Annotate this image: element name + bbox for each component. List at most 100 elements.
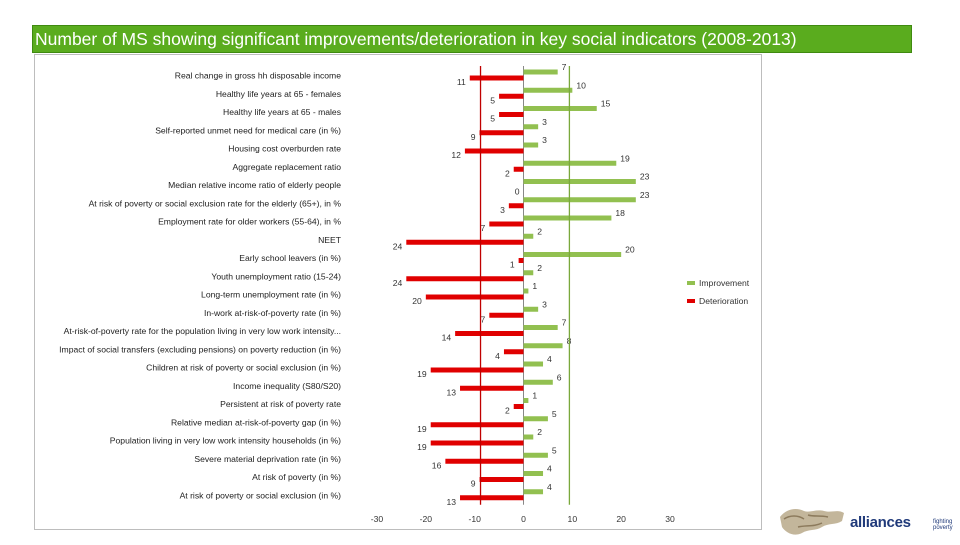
x-tick-label: -10 bbox=[468, 514, 481, 524]
category-label: NEET bbox=[318, 235, 342, 245]
deterioration-value-label: 13 bbox=[446, 387, 456, 397]
deterioration-value-label: 24 bbox=[393, 278, 403, 288]
deterioration-value-label: 20 bbox=[412, 296, 422, 306]
deterioration-bar bbox=[499, 93, 524, 99]
deterioration-bar bbox=[460, 385, 524, 391]
improvement-value-label: 4 bbox=[547, 482, 552, 492]
deterioration-value-label: 3 bbox=[500, 205, 505, 215]
category-label: Income inequality (S80/S20) bbox=[233, 381, 341, 391]
deterioration-value-label: 5 bbox=[490, 95, 495, 105]
improvement-bar bbox=[523, 288, 529, 294]
improvement-bar bbox=[523, 215, 612, 221]
category-label: At-risk-of-poverty rate for the populati… bbox=[64, 326, 341, 336]
improvement-value-label: 3 bbox=[542, 135, 547, 145]
legend-improvement-label: Improvement bbox=[699, 278, 750, 288]
deterioration-bar bbox=[430, 440, 524, 446]
improvement-bar bbox=[523, 452, 548, 458]
deterioration-value-label: 9 bbox=[471, 132, 476, 142]
page-title: Number of MS showing significant improve… bbox=[35, 29, 797, 49]
improvement-value-label: 7 bbox=[562, 318, 567, 328]
deterioration-value-label: 19 bbox=[417, 424, 427, 434]
deterioration-bar bbox=[489, 221, 524, 227]
category-label: At risk of poverty (in %) bbox=[252, 472, 341, 482]
deterioration-value-label: 7 bbox=[481, 314, 486, 324]
legend-improvement-swatch bbox=[687, 281, 695, 285]
category-label: At risk of poverty or social exclusion r… bbox=[89, 198, 342, 208]
improvement-bar bbox=[523, 416, 548, 422]
improvement-bar bbox=[523, 179, 636, 184]
x-tick-label: 30 bbox=[665, 514, 675, 524]
category-label: Median relative income ratio of elderly … bbox=[168, 180, 341, 190]
deterioration-bar bbox=[513, 166, 524, 172]
improvement-value-label: 2 bbox=[537, 263, 542, 273]
deterioration-value-label: 4 bbox=[495, 351, 500, 361]
title-bar: Number of MS showing significant improve… bbox=[32, 25, 912, 53]
improvement-value-label: 18 bbox=[615, 208, 625, 218]
deterioration-bar bbox=[425, 294, 524, 300]
logo-tagline: fighting poverty bbox=[933, 519, 953, 531]
deterioration-value-label: 19 bbox=[417, 442, 427, 452]
deterioration-value-label: 1 bbox=[510, 260, 515, 270]
category-label: In-work at-risk-of-poverty rate (in %) bbox=[204, 308, 341, 318]
improvement-value-label: 20 bbox=[625, 245, 635, 255]
improvement-bar bbox=[523, 379, 553, 385]
x-tick-label: 0 bbox=[521, 514, 526, 524]
deterioration-bar bbox=[513, 404, 524, 409]
category-label: Severe material deprivation rate (in %) bbox=[194, 454, 341, 464]
deterioration-value-label: 9 bbox=[471, 479, 476, 489]
improvement-value-label: 4 bbox=[547, 464, 552, 474]
category-label: Long-term unemployment rate (in %) bbox=[201, 290, 341, 300]
deterioration-bar bbox=[406, 276, 524, 282]
category-label: Impact of social transfers (excluding pe… bbox=[59, 344, 341, 354]
deterioration-bar bbox=[508, 203, 524, 209]
deterioration-bar bbox=[445, 458, 524, 464]
improvement-bar bbox=[523, 197, 636, 203]
deterioration-value-label: 11 bbox=[457, 77, 466, 87]
improvement-bar bbox=[523, 252, 622, 257]
x-tick-label: 10 bbox=[568, 514, 578, 524]
deterioration-bar bbox=[479, 130, 524, 136]
improvement-value-label: 1 bbox=[532, 281, 537, 291]
deterioration-bar bbox=[469, 75, 524, 81]
improvement-value-label: 6 bbox=[557, 372, 562, 382]
logo-word: alliances bbox=[850, 514, 911, 531]
improvement-bar bbox=[523, 343, 563, 349]
deterioration-value-label: 16 bbox=[432, 460, 442, 470]
improvement-bar bbox=[523, 87, 573, 93]
category-label: Real change in gross hh disposable incom… bbox=[175, 71, 341, 81]
deterioration-bar bbox=[499, 112, 524, 117]
improvement-value-label: 5 bbox=[552, 445, 557, 455]
deterioration-value-label: 19 bbox=[417, 369, 427, 379]
category-label: At risk of poverty or social exclusion (… bbox=[180, 490, 342, 500]
improvement-bar bbox=[523, 124, 539, 130]
improvement-value-label: 2 bbox=[537, 226, 542, 236]
logo-map-icon bbox=[780, 509, 844, 535]
category-label: Employment rate for older workers (55-64… bbox=[158, 217, 341, 227]
deterioration-value-label: 2 bbox=[505, 406, 510, 416]
deterioration-bar bbox=[430, 367, 524, 373]
improvement-bar bbox=[523, 106, 597, 111]
x-tick-label: 20 bbox=[616, 514, 626, 524]
deterioration-value-label: 5 bbox=[490, 114, 495, 124]
improvement-value-label: 7 bbox=[562, 62, 567, 72]
improvement-value-label: 4 bbox=[547, 354, 552, 364]
improvement-value-label: 15 bbox=[601, 99, 611, 109]
deterioration-value-label: 7 bbox=[481, 223, 486, 233]
improvement-value-label: 10 bbox=[576, 80, 586, 90]
category-label: Children at risk of poverty or social ex… bbox=[146, 363, 341, 373]
deterioration-bar bbox=[460, 495, 524, 501]
improvement-value-label: 23 bbox=[640, 190, 650, 200]
category-label: Persistent at risk of poverty rate bbox=[220, 399, 341, 409]
improvement-value-label: 2 bbox=[537, 427, 542, 437]
improvement-value-label: 23 bbox=[640, 172, 650, 182]
category-label: Relative median at-risk-of-poverty gap (… bbox=[171, 417, 341, 427]
deterioration-bar bbox=[455, 331, 524, 336]
category-label: Healthy life years at 65 - females bbox=[216, 89, 341, 99]
legend-deterioration-label: Deterioration bbox=[699, 296, 748, 306]
deterioration-value-label: 13 bbox=[446, 497, 456, 507]
deterioration-value-label: 24 bbox=[393, 241, 403, 251]
improvement-bar bbox=[523, 69, 558, 75]
x-tick-label: -30 bbox=[371, 514, 384, 524]
improvement-bar bbox=[523, 325, 558, 330]
category-label: Early school leavers (in %) bbox=[239, 253, 341, 263]
